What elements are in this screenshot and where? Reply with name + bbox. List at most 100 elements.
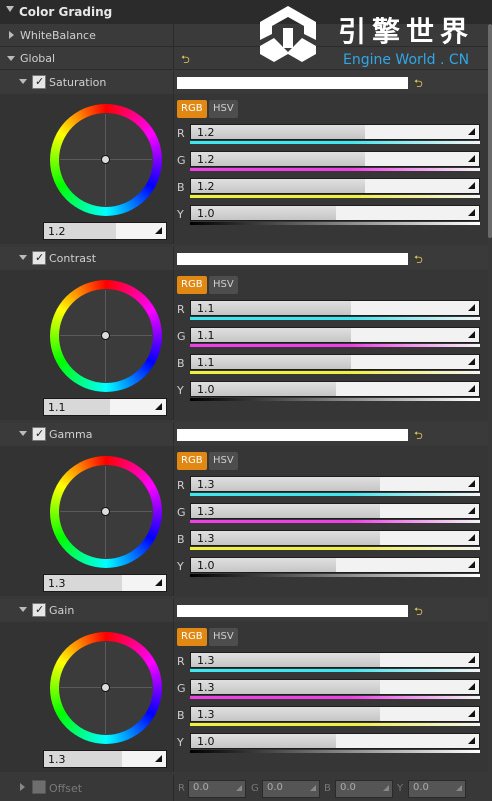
drag-grip-icon[interactable] bbox=[468, 209, 475, 216]
offset-checkbox[interactable] bbox=[32, 780, 46, 794]
color-wheel[interactable] bbox=[50, 632, 162, 744]
drag-grip-icon[interactable] bbox=[310, 785, 316, 791]
drag-grip-icon[interactable] bbox=[155, 755, 162, 762]
drag-grip-icon[interactable] bbox=[236, 785, 242, 791]
color-wheel[interactable] bbox=[50, 104, 162, 216]
drag-grip-icon[interactable] bbox=[468, 128, 475, 135]
drag-grip-icon[interactable] bbox=[468, 182, 475, 189]
channel-b-field[interactable]: 1.2 bbox=[190, 178, 480, 194]
enable-checkbox[interactable]: ✓ bbox=[32, 603, 46, 617]
drag-grip-icon[interactable] bbox=[155, 403, 162, 410]
color-preview-bar[interactable] bbox=[177, 77, 408, 89]
channel-r-field[interactable]: 1.3 bbox=[190, 476, 480, 492]
color-preview-bar[interactable] bbox=[177, 253, 408, 265]
row-global[interactable]: Global ⮌ bbox=[0, 47, 488, 70]
reset-icon[interactable]: ⮌ bbox=[414, 429, 423, 442]
channel-y-field[interactable]: 1.0 bbox=[190, 557, 480, 573]
channel-y-value: 1.0 bbox=[197, 559, 215, 572]
collapse-arrow-icon[interactable] bbox=[19, 607, 27, 612]
drag-grip-icon[interactable] bbox=[468, 331, 475, 338]
rgb-mode-button[interactable]: RGB bbox=[177, 628, 207, 646]
color-preview-bar[interactable] bbox=[177, 605, 408, 617]
channel-g-field[interactable]: 1.3 bbox=[190, 503, 480, 519]
channel-g-field[interactable]: 1.2 bbox=[190, 151, 480, 167]
wheel-value-field[interactable]: 1.3 bbox=[43, 750, 167, 768]
wheel-value-field[interactable]: 1.2 bbox=[43, 222, 167, 240]
enable-checkbox[interactable]: ✓ bbox=[32, 427, 46, 441]
drag-grip-icon[interactable] bbox=[155, 579, 162, 586]
drag-grip-icon[interactable] bbox=[383, 785, 389, 791]
hsv-mode-button[interactable]: HSV bbox=[209, 628, 238, 646]
drag-grip-icon[interactable] bbox=[155, 227, 162, 234]
drag-grip-icon[interactable] bbox=[468, 737, 475, 744]
wheel-handle[interactable] bbox=[101, 331, 110, 340]
drag-grip-icon[interactable] bbox=[468, 710, 475, 717]
rgb-mode-button[interactable]: RGB bbox=[177, 276, 207, 294]
wheel-handle[interactable] bbox=[101, 507, 110, 516]
offset-r-field[interactable]: 0.0 bbox=[188, 780, 246, 798]
drag-grip-icon[interactable] bbox=[456, 785, 462, 791]
drag-grip-icon[interactable] bbox=[468, 561, 475, 568]
color-preview-bar[interactable] bbox=[177, 429, 408, 441]
section-header[interactable]: ✓ Gain ⮌ bbox=[0, 599, 488, 621]
channel-b-field[interactable]: 1.3 bbox=[190, 530, 480, 546]
drag-grip-icon[interactable] bbox=[468, 507, 475, 514]
offset-g-field[interactable]: 0.0 bbox=[262, 780, 320, 798]
collapse-arrow-icon[interactable] bbox=[19, 431, 27, 436]
offset-b-field[interactable]: 0.0 bbox=[335, 780, 393, 798]
hsv-mode-button[interactable]: HSV bbox=[209, 452, 238, 470]
channel-b: B 1.3 bbox=[177, 706, 480, 726]
channel-b-field[interactable]: 1.3 bbox=[190, 706, 480, 722]
color-wheel[interactable] bbox=[50, 456, 162, 568]
collapse-arrow-icon[interactable] bbox=[7, 56, 15, 61]
column-divider bbox=[173, 71, 174, 93]
channel-g-field[interactable]: 1.3 bbox=[190, 679, 480, 695]
check-icon: ✓ bbox=[35, 427, 45, 440]
wheel-handle[interactable] bbox=[101, 155, 110, 164]
drag-grip-icon[interactable] bbox=[468, 155, 475, 162]
channel-r-field[interactable]: 1.2 bbox=[190, 124, 480, 140]
wheel-value-field[interactable]: 1.3 bbox=[43, 574, 167, 592]
wheel-value-field[interactable]: 1.1 bbox=[43, 398, 167, 416]
channel-r-field[interactable]: 1.3 bbox=[190, 652, 480, 668]
expand-arrow-icon[interactable] bbox=[9, 31, 14, 39]
enable-checkbox[interactable]: ✓ bbox=[32, 75, 46, 89]
channel-g-gradient bbox=[190, 520, 480, 523]
hsv-mode-button[interactable]: HSV bbox=[209, 276, 238, 294]
drag-grip-icon[interactable] bbox=[468, 656, 475, 663]
drag-grip-icon[interactable] bbox=[468, 358, 475, 365]
reset-icon[interactable]: ⮌ bbox=[414, 605, 423, 618]
color-wheel[interactable] bbox=[50, 280, 162, 392]
collapse-arrow-icon[interactable] bbox=[6, 6, 14, 12]
drag-grip-icon[interactable] bbox=[468, 304, 475, 311]
row-offset[interactable]: Offset R 0.0 G 0.0 B 0.0 Y 0.0 bbox=[0, 775, 488, 801]
channel-g-field[interactable]: 1.1 bbox=[190, 327, 480, 343]
channel-r-field[interactable]: 1.1 bbox=[190, 300, 480, 316]
drag-grip-icon[interactable] bbox=[468, 534, 475, 541]
channel-y-field[interactable]: 1.0 bbox=[190, 733, 480, 749]
row-whitebalance[interactable]: WhiteBalance bbox=[0, 24, 488, 47]
wheel-handle[interactable] bbox=[101, 683, 110, 692]
rgb-mode-button[interactable]: RGB bbox=[177, 452, 207, 470]
drag-grip-icon[interactable] bbox=[468, 480, 475, 487]
logo-mark-icon bbox=[260, 6, 316, 62]
expand-arrow-icon[interactable] bbox=[20, 783, 25, 791]
scrollbar-thumb[interactable] bbox=[488, 24, 492, 238]
section-header[interactable]: ✓ Saturation ⮌ bbox=[0, 71, 488, 93]
rgb-mode-button[interactable]: RGB bbox=[177, 100, 207, 118]
channel-y-field[interactable]: 1.0 bbox=[190, 205, 480, 221]
enable-checkbox[interactable]: ✓ bbox=[32, 251, 46, 265]
drag-grip-icon[interactable] bbox=[468, 385, 475, 392]
reset-icon[interactable]: ⮌ bbox=[181, 53, 190, 66]
channel-y-field[interactable]: 1.0 bbox=[190, 381, 480, 397]
collapse-arrow-icon[interactable] bbox=[19, 79, 27, 84]
hsv-mode-button[interactable]: HSV bbox=[209, 100, 238, 118]
section-header[interactable]: ✓ Gamma ⮌ bbox=[0, 423, 488, 445]
offset-y-field[interactable]: 0.0 bbox=[408, 780, 466, 798]
reset-icon[interactable]: ⮌ bbox=[414, 253, 423, 266]
reset-icon[interactable]: ⮌ bbox=[414, 77, 423, 90]
drag-grip-icon[interactable] bbox=[468, 683, 475, 690]
collapse-arrow-icon[interactable] bbox=[19, 255, 27, 260]
section-header[interactable]: ✓ Contrast ⮌ bbox=[0, 247, 488, 269]
channel-b-field[interactable]: 1.1 bbox=[190, 354, 480, 370]
